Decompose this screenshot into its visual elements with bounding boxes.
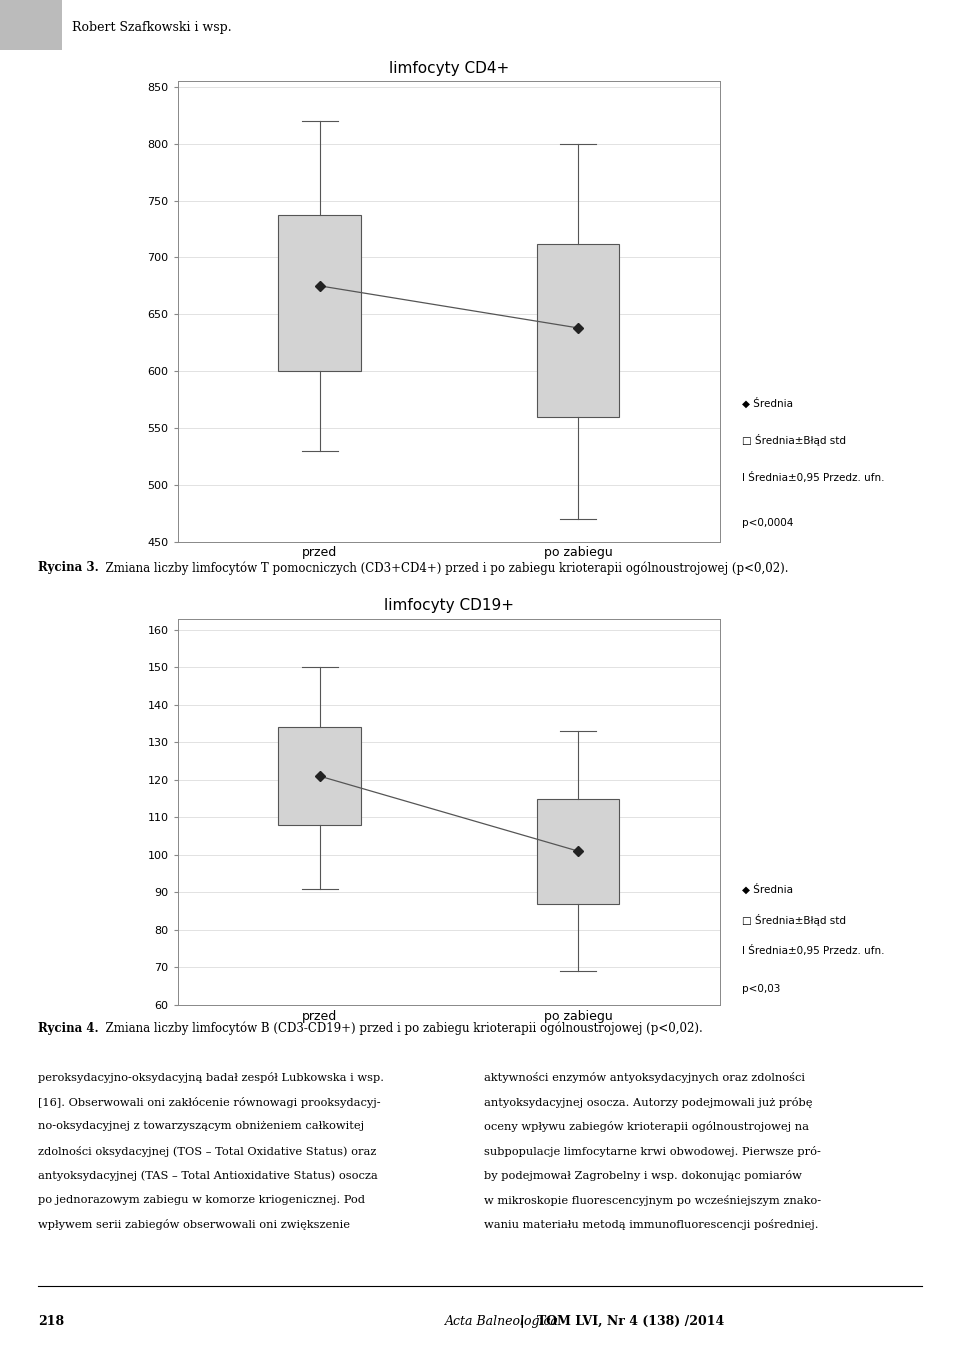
Text: [16]. Obserwowali oni zakłócenie równowagi prooksydacyj-: [16]. Obserwowali oni zakłócenie równowa… [38, 1097, 381, 1108]
Text: □ Średnia±Błąd std: □ Średnia±Błąd std [742, 435, 846, 447]
Text: peroksydacyjno-oksydacyjną badał zespół Lubkowska i wsp.: peroksydacyjno-oksydacyjną badał zespół … [38, 1072, 384, 1083]
Text: Rycina 3.: Rycina 3. [38, 562, 99, 574]
Text: p<0,03: p<0,03 [742, 984, 780, 994]
Bar [0, 0, 62, 50]
Text: Robert Szafkowski i wsp.: Robert Szafkowski i wsp. [72, 22, 231, 34]
Bar [537, 244, 619, 417]
Text: Acta Balneologica: Acta Balneologica [444, 1315, 559, 1328]
Text: aktywności enzymów antyoksydacyjnych oraz zdolności: aktywności enzymów antyoksydacyjnych ora… [485, 1072, 805, 1083]
Text: 218: 218 [38, 1315, 64, 1328]
Text: Zmiana liczby limfocytów T pomocniczych (CD3+CD4+) przed i po zabiegu krioterapi: Zmiana liczby limfocytów T pomocniczych … [99, 562, 789, 575]
Title: limfocyty CD4+: limfocyty CD4+ [389, 61, 509, 76]
Text: antyoksydacyjnej (TAS – Total Antioxidative Status) osocza: antyoksydacyjnej (TAS – Total Antioxidat… [38, 1170, 378, 1181]
Text: po jednorazowym zabiegu w komorze kriogenicznej. Pod: po jednorazowym zabiegu w komorze krioge… [38, 1194, 366, 1205]
Text: subpopulacje limfocytarne krwi obwodowej. Pierwsze pró-: subpopulacje limfocytarne krwi obwodowej… [485, 1145, 822, 1156]
Text: oceny wpływu zabiegów krioterapii ogólnoustrojowej na: oceny wpływu zabiegów krioterapii ogólno… [485, 1121, 809, 1132]
Text: zdolności oksydacyjnej (TOS – Total Oxidative Status) oraz: zdolności oksydacyjnej (TOS – Total Oxid… [38, 1145, 376, 1156]
Text: Rycina 4.: Rycina 4. [38, 1022, 99, 1034]
Text: I Średnia±0,95 Przedz. ufn.: I Średnia±0,95 Przedz. ufn. [742, 471, 884, 482]
Text: by podejmował Zagrobelny i wsp. dokonując pomiarów: by podejmował Zagrobelny i wsp. dokonują… [485, 1170, 803, 1181]
Text: waniu materiału metodą immunofluorescencji pośredniej.: waniu materiału metodą immunofluorescenc… [485, 1219, 819, 1229]
Bar [278, 215, 361, 371]
Bar [537, 799, 619, 903]
Text: TOM LVI, Nr 4 (138) /2014: TOM LVI, Nr 4 (138) /2014 [538, 1315, 725, 1328]
Text: w mikroskopie fluorescencyjnym po wcześniejszym znako-: w mikroskopie fluorescencyjnym po wcześn… [485, 1194, 822, 1205]
Text: ◆ Średnia: ◆ Średnia [742, 398, 793, 409]
Text: antyoksydacyjnej osocza. Autorzy podejmowali już próbę: antyoksydacyjnej osocza. Autorzy podejmo… [485, 1097, 813, 1108]
Text: |: | [519, 1315, 524, 1328]
Text: wpływem serii zabiegów obserwowali oni zwiększenie: wpływem serii zabiegów obserwowali oni z… [38, 1219, 350, 1229]
Bar [278, 727, 361, 825]
Text: p<0,0004: p<0,0004 [742, 519, 793, 528]
Title: limfocyty CD19+: limfocyty CD19+ [384, 598, 514, 613]
Text: □ Średnia±Błąd std: □ Średnia±Błąd std [742, 914, 846, 926]
Text: ◆ Średnia: ◆ Średnia [742, 883, 793, 895]
Text: Zmiana liczby limfocytów B (CD3-CD19+) przed i po zabiegu krioterapii ogólnoustr: Zmiana liczby limfocytów B (CD3-CD19+) p… [99, 1022, 704, 1036]
Text: no-oksydacyjnej z towarzyszącym obniżeniem całkowitej: no-oksydacyjnej z towarzyszącym obniżeni… [38, 1121, 365, 1131]
Text: I Średnia±0,95 Przedz. ufn.: I Średnia±0,95 Przedz. ufn. [742, 945, 884, 956]
